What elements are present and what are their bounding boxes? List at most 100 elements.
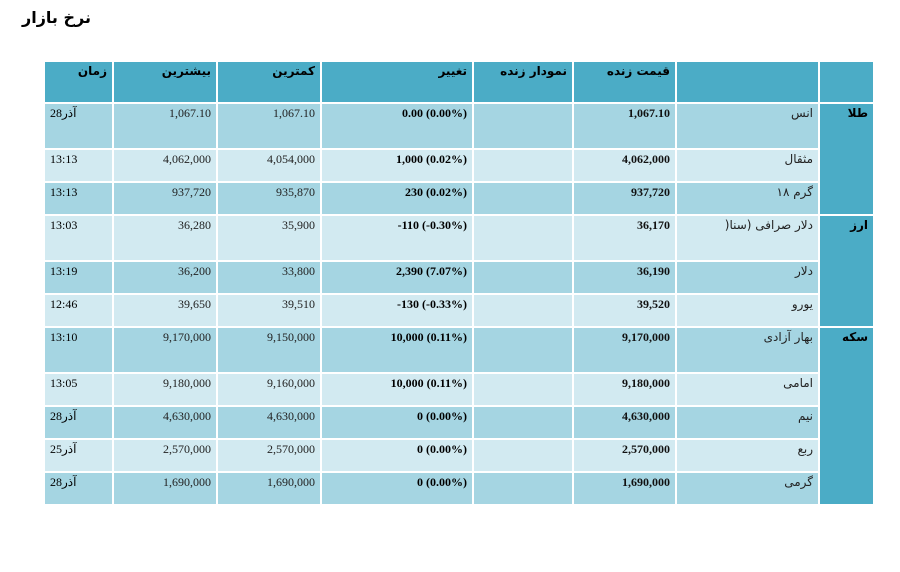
column-header-live-chart: نمودار زنده	[472, 60, 574, 104]
live-chart-cell	[472, 102, 574, 150]
low-cell: 9,150,000	[216, 326, 322, 374]
item-name-cell: گرم ۱۸	[675, 181, 820, 216]
live-price-cell: 4,062,000	[572, 148, 677, 183]
change-cell: 0 (0.00%)	[320, 438, 474, 473]
item-name-cell: امامی	[675, 372, 820, 407]
column-header-category	[818, 60, 875, 104]
low-cell: 35,900	[216, 214, 322, 262]
high-cell: 36,200	[112, 260, 218, 295]
live-price-cell: 39,520	[572, 293, 677, 328]
live-price-cell: 36,190	[572, 260, 677, 295]
table-row: 25آذر 2,570,000 2,570,000 0 (0.00%) 2,57…	[43, 438, 874, 473]
live-chart-cell	[472, 405, 574, 440]
time-cell: 28آذر	[43, 405, 114, 440]
high-cell: 2,570,000	[112, 438, 218, 473]
category-cell-currency: ارز	[818, 214, 875, 328]
table-row: 13:10 9,170,000 9,150,000 10,000 (0.11%)…	[43, 326, 875, 506]
high-cell: 1,690,000	[112, 471, 218, 506]
low-cell: 4,054,000	[216, 148, 322, 183]
column-header-change: تغییر	[320, 60, 474, 104]
time-cell: 28آذر	[43, 102, 114, 150]
high-cell: 1,067.10	[112, 102, 218, 150]
column-header-time: زمان	[43, 60, 114, 104]
change-cell: 2,390 (7.07%)	[320, 260, 474, 295]
live-chart-cell	[472, 471, 574, 506]
high-cell: 36,280	[112, 214, 218, 262]
live-chart-cell	[472, 148, 574, 183]
column-header-low: کمترین	[216, 60, 322, 104]
change-cell: 0 (0.00%)	[320, 405, 474, 440]
live-chart-cell	[472, 181, 574, 216]
low-cell: 935,870	[216, 181, 322, 216]
time-cell: 12:46	[43, 293, 114, 328]
time-cell: 28آذر	[43, 471, 114, 506]
low-cell: 9,160,000	[216, 372, 322, 407]
item-name-cell: بهار آزادی	[675, 326, 820, 374]
live-chart-cell	[472, 214, 574, 262]
change-cell: -130 (-0.33%)	[320, 293, 474, 328]
category-cell-gold: طلا	[818, 102, 875, 216]
low-cell: 39,510	[216, 293, 322, 328]
low-cell: 1,690,000	[216, 471, 322, 506]
market-rates-table: زمان بیشترین کمترین تغییر نمودار زنده قی…	[43, 60, 875, 506]
high-cell: 9,180,000	[112, 372, 218, 407]
live-price-cell: 4,630,000	[572, 405, 677, 440]
change-cell: 1,000 (0.02%)	[320, 148, 474, 183]
high-cell: 9,170,000	[112, 326, 218, 374]
page-title: نرخ بازار	[22, 8, 91, 27]
live-chart-cell	[472, 326, 574, 374]
table-row: 28آذر 1,067.10 1,067.10 0.00 (0.00%) 1,0…	[43, 102, 875, 216]
category-cell-coin: سکه	[818, 326, 875, 506]
low-cell: 1,067.10	[216, 102, 322, 150]
low-cell: 2,570,000	[216, 438, 322, 473]
change-cell: 10,000 (0.11%)	[320, 372, 474, 407]
table-row: 13:19 36,200 33,800 2,390 (7.07%) 36,190…	[43, 260, 874, 295]
live-price-cell: 9,180,000	[572, 372, 677, 407]
live-price-cell: 937,720	[572, 181, 677, 216]
item-name-cell: ربع	[675, 438, 820, 473]
change-cell: 230 (0.02%)	[320, 181, 474, 216]
change-cell: -110 (-0.30%)	[320, 214, 474, 262]
time-cell: 13:19	[43, 260, 114, 295]
live-chart-cell	[472, 438, 574, 473]
time-cell: 25آذر	[43, 438, 114, 473]
live-price-cell: 1,690,000	[572, 471, 677, 506]
live-chart-cell	[472, 372, 574, 407]
high-cell: 39,650	[112, 293, 218, 328]
table-row: 13:13 937,720 935,870 230 (0.02%) 937,72…	[43, 181, 874, 216]
item-name-cell: دلار صرافی (سنا(	[675, 214, 820, 262]
time-cell: 13:10	[43, 326, 114, 374]
live-price-cell: 2,570,000	[572, 438, 677, 473]
live-chart-cell	[472, 293, 574, 328]
time-cell: 13:13	[43, 148, 114, 183]
change-cell: 10,000 (0.11%)	[320, 326, 474, 374]
low-cell: 4,630,000	[216, 405, 322, 440]
table-row: 28آذر 4,630,000 4,630,000 0 (0.00%) 4,63…	[43, 405, 874, 440]
high-cell: 4,062,000	[112, 148, 218, 183]
table-row: 13:05 9,180,000 9,160,000 10,000 (0.11%)…	[43, 372, 874, 407]
live-price-cell: 36,170	[572, 214, 677, 262]
item-name-cell: یورو	[675, 293, 820, 328]
change-cell: 0 (0.00%)	[320, 471, 474, 506]
table-row: 13:03 36,280 35,900 -110 (-0.30%) 36,170…	[43, 214, 875, 328]
change-cell: 0.00 (0.00%)	[320, 102, 474, 150]
high-cell: 4,630,000	[112, 405, 218, 440]
item-name-cell: مثقال	[675, 148, 820, 183]
item-name-cell: نیم	[675, 405, 820, 440]
live-chart-cell	[472, 260, 574, 295]
live-price-cell: 1,067.10	[572, 102, 677, 150]
header-row: زمان بیشترین کمترین تغییر نمودار زنده قی…	[43, 60, 875, 104]
item-name-cell: دلار	[675, 260, 820, 295]
high-cell: 937,720	[112, 181, 218, 216]
time-cell: 13:03	[43, 214, 114, 262]
low-cell: 33,800	[216, 260, 322, 295]
table-row: 28آذر 1,690,000 1,690,000 0 (0.00%) 1,69…	[43, 471, 874, 506]
live-price-cell: 9,170,000	[572, 326, 677, 374]
column-header-name	[675, 60, 820, 104]
time-cell: 13:05	[43, 372, 114, 407]
table-row: 13:13 4,062,000 4,054,000 1,000 (0.02%) …	[43, 148, 874, 183]
table-row: 12:46 39,650 39,510 -130 (-0.33%) 39,520…	[43, 293, 874, 328]
column-header-live-price: قیمت زنده	[572, 60, 677, 104]
column-header-high: بیشترین	[112, 60, 218, 104]
item-name-cell: انس	[675, 102, 820, 150]
